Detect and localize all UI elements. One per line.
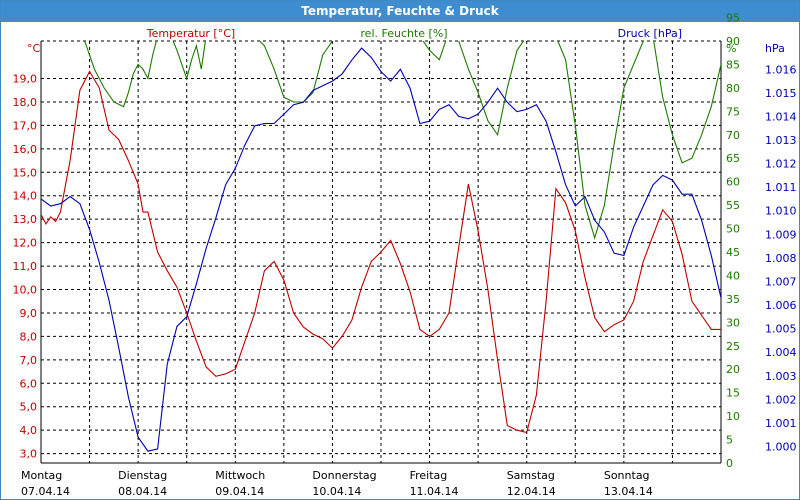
humidity-tick-label: 70: [726, 129, 740, 142]
humidity-tick-label: 60: [726, 176, 740, 189]
x-tick-weekday: Montag: [21, 469, 62, 482]
pressure-tick-label: 1.013: [765, 134, 797, 147]
humidity-tick-label: 85: [726, 58, 740, 71]
x-tick-date: 09.04.14: [215, 485, 264, 498]
pressure-tick-label: 1.015: [765, 87, 797, 100]
pressure-tick-label: 1.016: [765, 63, 797, 76]
humidity-tick-label: 80: [726, 82, 740, 95]
temperature-series-line: [41, 70, 721, 434]
temperature-tick-label: 3,0: [20, 448, 38, 461]
humidity-tick-label: 35: [726, 293, 740, 306]
temperature-tick-label: 17,0: [13, 119, 38, 132]
humidity-tick-label: 75: [726, 105, 740, 118]
pressure-tick-label: 1.000: [765, 440, 797, 453]
temperature-unit-label: °C: [27, 42, 41, 55]
temperature-tick-label: 9,0: [20, 307, 38, 320]
temperature-tick-label: 16,0: [13, 143, 38, 156]
x-tick-weekday: Donnerstag: [312, 469, 376, 482]
temperature-tick-label: 12,0: [13, 237, 38, 250]
humidity-tick-label: 65: [726, 152, 740, 165]
pressure-tick-label: 1.007: [765, 275, 797, 288]
pressure-tick-label: 1.003: [765, 370, 797, 383]
x-tick-date: 10.04.14: [312, 485, 361, 498]
humidity-tick-label: 30: [726, 316, 740, 329]
pressure-tick-label: 1.006: [765, 299, 797, 312]
temperature-tick-label: 14,0: [13, 190, 38, 203]
x-tick-weekday: Sonntag: [604, 469, 650, 482]
x-tick-date: 13.04.14: [604, 485, 653, 498]
temperature-tick-label: 13,0: [13, 213, 38, 226]
temperature-tick-label: 15,0: [13, 166, 38, 179]
temperature-tick-label: 11,0: [13, 260, 38, 273]
x-tick-weekday: Samstag: [507, 469, 555, 482]
humidity-tick-label: 40: [726, 269, 740, 282]
pressure-tick-label: 1.012: [765, 158, 797, 171]
pressure-tick-label: 1.010: [765, 205, 797, 218]
pressure-tick-label: 1.009: [765, 228, 797, 241]
humidity-tick-label: 45: [726, 246, 740, 259]
pressure-tick-label: 1.008: [765, 252, 797, 265]
x-tick-weekday: Dienstag: [118, 469, 167, 482]
humidity-tick-label: 95: [726, 12, 740, 25]
temperature-tick-label: 6,0: [20, 377, 38, 390]
humidity-tick-label: 50: [726, 223, 740, 236]
pressure-tick-label: 1.002: [765, 393, 797, 406]
humidity-series-line: [84, 41, 721, 240]
legend-temperature: Temperatur [°C]: [146, 27, 235, 40]
legend-humidity: rel. Feuchte [%]: [360, 27, 447, 40]
temperature-tick-label: 4,0: [20, 424, 38, 437]
x-tick-date: 07.04.14: [21, 485, 70, 498]
humidity-tick-label: 20: [726, 363, 740, 376]
x-tick-date: 08.04.14: [118, 485, 167, 498]
humidity-tick-label: 90: [726, 35, 740, 48]
pressure-tick-label: 1.004: [765, 346, 797, 359]
pressure-tick-label: 1.014: [765, 110, 797, 123]
pressure-series-line: [41, 47, 721, 452]
humidity-tick-label: 5: [726, 434, 733, 447]
humidity-tick-label: 25: [726, 340, 740, 353]
humidity-tick-label: 0: [726, 457, 733, 470]
legend-pressure: Druck [hPa]: [618, 27, 682, 40]
x-tick-weekday: Freitag: [410, 469, 448, 482]
temperature-tick-label: 5,0: [20, 401, 38, 414]
temperature-tick-label: 8,0: [20, 330, 38, 343]
pressure-tick-label: 1.005: [765, 323, 797, 336]
pressure-tick-label: 1.011: [765, 181, 797, 194]
temperature-tick-label: 18,0: [13, 96, 38, 109]
humidity-tick-label: 15: [726, 387, 740, 400]
humidity-tick-label: 10: [726, 410, 740, 423]
x-tick-weekday: Mittwoch: [215, 469, 265, 482]
x-tick-date: 11.04.14: [410, 485, 459, 498]
humidity-tick-label: 55: [726, 199, 740, 212]
chart-title: Temperatur, Feuchte & Druck: [301, 4, 499, 18]
x-tick-date: 12.04.14: [507, 485, 556, 498]
temperature-tick-label: 7,0: [20, 354, 38, 367]
title-bar: [1, 1, 799, 22]
humidity-unit-label: %: [726, 42, 736, 55]
temperature-tick-label: 19,0: [13, 73, 38, 86]
pressure-tick-label: 1.001: [765, 417, 797, 430]
temperature-tick-label: 10,0: [13, 284, 38, 297]
pressure-unit-label: hPa: [765, 42, 785, 55]
